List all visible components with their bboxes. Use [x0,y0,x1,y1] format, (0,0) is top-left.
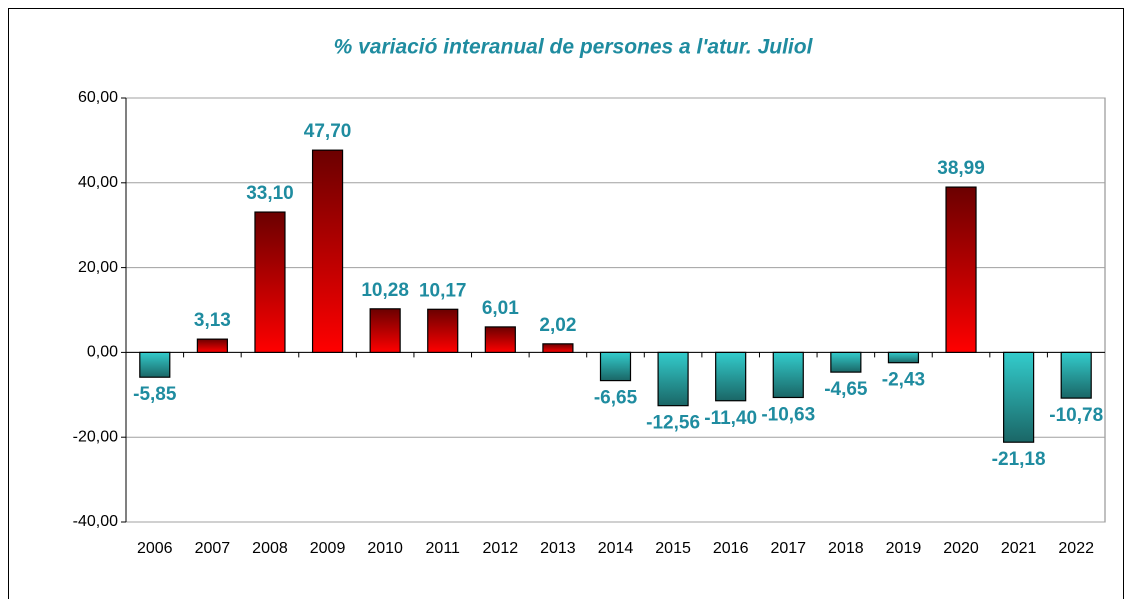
x-tick-label: 2013 [540,540,576,557]
bar [484,326,516,354]
value-label: -10,63 [761,404,815,425]
x-tick-label: 2017 [770,540,806,557]
bar [311,149,344,353]
bar [1003,351,1035,443]
bar [139,351,171,378]
bar [887,351,920,364]
x-tick-label: 2020 [943,540,979,557]
x-tick-label: 2022 [1058,540,1094,557]
y-tick-label: -20,00 [73,428,118,445]
y-tick-label: 60,00 [78,89,118,106]
x-tick-label: 2021 [1001,540,1037,557]
bar [196,338,228,354]
bar [1060,351,1092,399]
value-label: 47,70 [304,121,352,142]
y-tick-label: 20,00 [78,259,118,276]
value-label: 3,13 [194,310,231,331]
y-tick-label: 40,00 [78,174,118,191]
x-tick-label: 2008 [252,540,288,557]
value-label: 33,10 [246,183,294,204]
x-tick-label: 2007 [195,540,231,557]
bar [369,308,401,354]
value-label: -5,85 [133,384,177,405]
value-label: 10,17 [419,280,467,301]
bar [254,211,286,353]
value-label: 2,02 [539,315,576,336]
value-label: 6,01 [482,298,519,319]
bar [542,343,574,354]
bar [830,351,862,373]
x-tick-label: 2016 [713,540,749,557]
value-label: -4,65 [824,379,868,400]
value-label: -21,18 [992,449,1046,470]
x-tick-label: 2006 [137,540,173,557]
x-tick-label: 2015 [655,540,691,557]
x-tick-label: 2014 [598,540,634,557]
x-tick-label: 2019 [886,540,922,557]
x-tick-label: 2018 [828,540,864,557]
value-label: 10,28 [361,280,409,301]
value-label: -2,43 [882,370,925,391]
x-tick-label: 2010 [367,540,403,557]
value-label: -10,78 [1049,405,1103,426]
bar [427,308,459,354]
x-tick-label: 2012 [483,540,519,557]
x-tick-label: 2011 [426,540,461,557]
value-label: -12,56 [646,413,700,434]
x-tick-label: 2009 [310,540,346,557]
value-label: 38,99 [937,158,985,179]
bar [599,351,632,382]
plot-area [125,97,1106,523]
bar [657,351,689,407]
chart-title: % variació interanual de persones a l'at… [334,36,814,59]
bar [772,351,804,399]
y-tick-label: 0,00 [87,344,118,361]
y-tick-label: -40,00 [73,513,118,530]
value-label: -11,40 [704,408,757,429]
bar [945,186,977,353]
bar [715,351,747,402]
value-label: -6,65 [594,388,638,409]
